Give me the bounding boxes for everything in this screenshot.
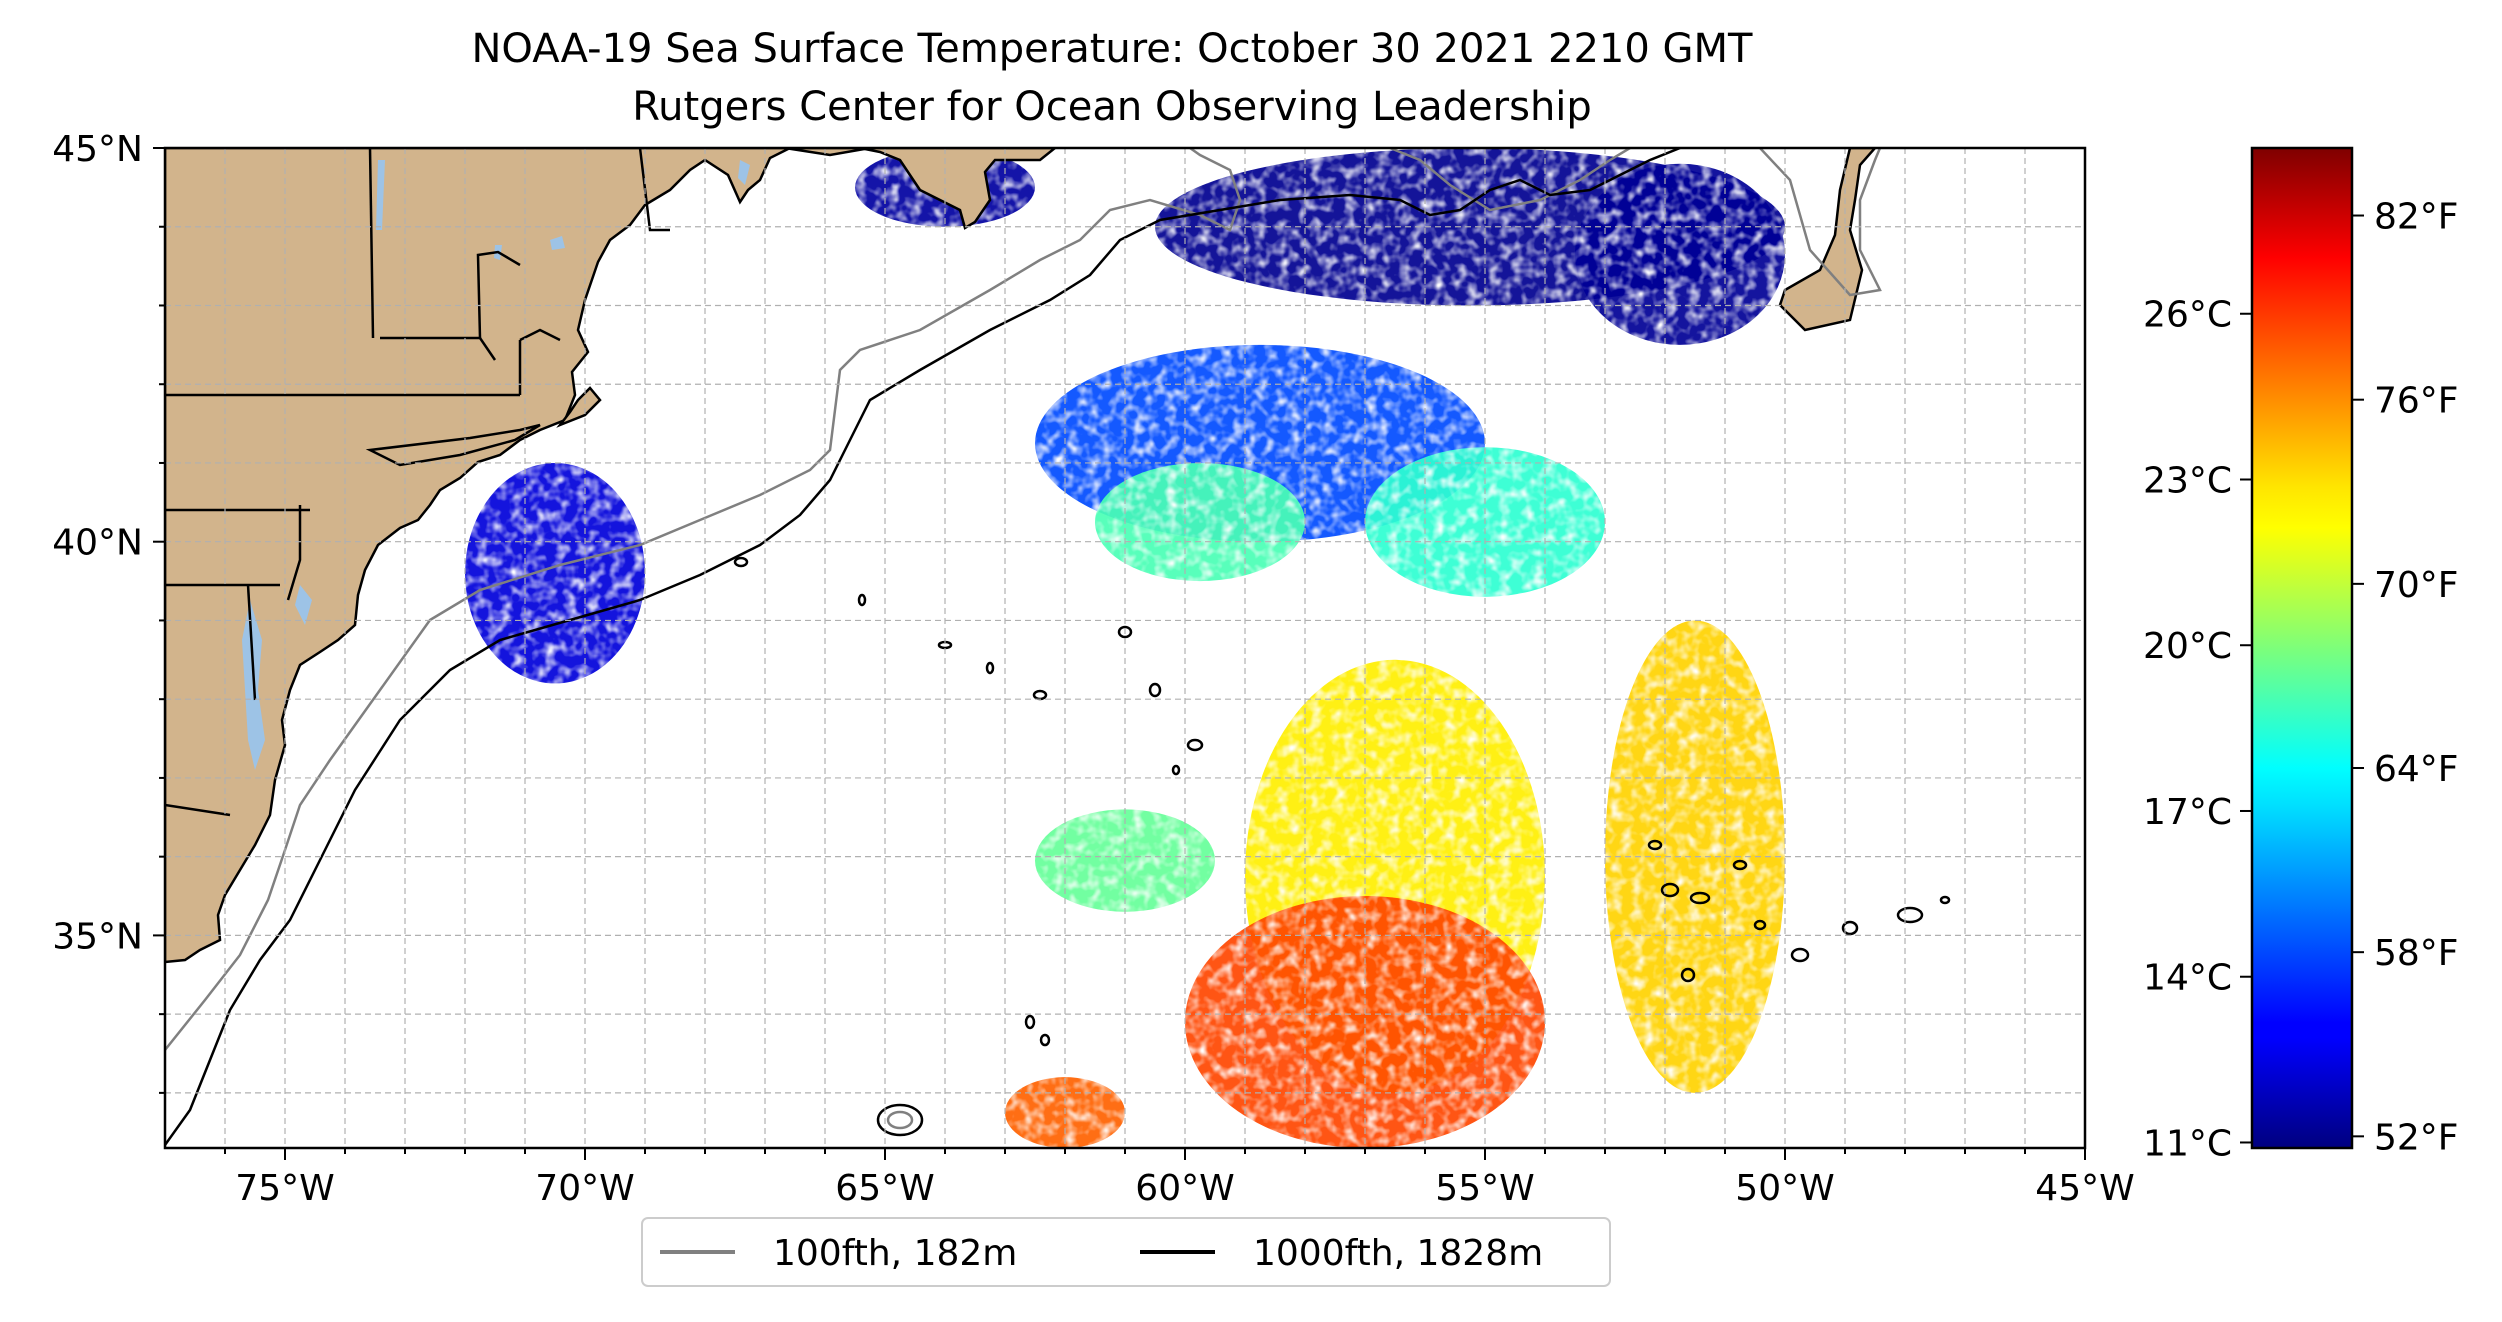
lake-winnipesaukee	[550, 236, 565, 250]
state-borders	[165, 148, 670, 817]
seamount-contours	[733, 556, 1951, 1137]
x-tick-label: 70°W	[535, 1168, 634, 1209]
colorbar-fahrenheit-label: 76°F	[2374, 381, 2459, 422]
legend-box	[641, 1217, 1611, 1287]
gridlines	[165, 148, 2085, 1148]
y-tick-label: 40°N	[52, 523, 143, 564]
colorbar-celsius-label: 23°C	[2143, 460, 2232, 501]
colorbar-fahrenheit-label: 70°F	[2374, 565, 2459, 606]
x-tick-label: 55°W	[1435, 1168, 1534, 1209]
map-title-line1: NOAA-19 Sea Surface Temperature: October…	[472, 26, 1754, 72]
legend-label-100fth: 100fth, 182m	[773, 1233, 1017, 1274]
x-tick-label: 60°W	[1135, 1168, 1234, 1209]
newfoundland	[1778, 148, 1877, 332]
x-tick-label: 65°W	[835, 1168, 934, 1209]
y-tick-label: 45°N	[52, 129, 143, 170]
lake-champlain	[376, 160, 385, 230]
y-tick-label: 35°N	[52, 916, 143, 957]
x-tick-label: 50°W	[1735, 1168, 1834, 1209]
nova-scotia	[784, 148, 871, 157]
cape-cod	[556, 386, 602, 428]
colorbar-fahrenheit-label: 64°F	[2374, 749, 2459, 790]
moosehead-lake	[738, 160, 750, 185]
land-mass	[165, 148, 1058, 964]
colorbar-ticks: 11°C 14°C 17°C 20°C 23°C 26°C 52°F 58°F 64°F 70°F…	[2143, 197, 2458, 1165]
colorbar-celsius-label: 17°C	[2143, 792, 2232, 833]
x-tick-label: 45°W	[2035, 1168, 2134, 1209]
colorbar: 11°C 14°C 17°C 20°C 23°C 26°C 52°F 58°F 64°F 70°F…	[2143, 146, 2459, 1165]
colorbar-fahrenheit-label: 58°F	[2374, 933, 2459, 974]
colorbar-gradient	[2250, 146, 2354, 1150]
colorbar-fahrenheit-label: 82°F	[2374, 197, 2459, 238]
x-tick-label: 75°W	[235, 1168, 334, 1209]
map-title-line2: Rutgers Center for Ocean Observing Leade…	[632, 84, 1592, 130]
land-layer	[165, 148, 1877, 964]
colorbar-fahrenheit-label: 52°F	[2374, 1117, 2459, 1158]
colorbar-celsius-label: 11°C	[2143, 1123, 2232, 1164]
legend: 100fth, 182m 1000fth, 1828m	[641, 1217, 1611, 1287]
map-area[interactable]: 75°W 70°W 65°W 60°W 55°W 50°W 45°W 45°N 40°N 35°N	[52, 129, 2134, 1209]
colorbar-celsius-label: 14°C	[2143, 958, 2232, 999]
colorbar-celsius-label: 20°C	[2143, 626, 2232, 667]
colorbar-celsius-label: 26°C	[2143, 295, 2232, 336]
map-axes: 75°W 70°W 65°W 60°W 55°W 50°W 45°W 45°N 40°N 35°N	[52, 129, 2134, 1209]
delaware-bay	[295, 585, 312, 625]
legend-label-1000fth: 1000fth, 1828m	[1253, 1233, 1543, 1274]
